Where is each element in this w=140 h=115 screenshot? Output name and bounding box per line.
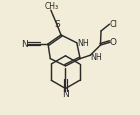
Text: Cl: Cl xyxy=(110,20,118,29)
Text: S: S xyxy=(55,20,60,29)
Text: CH₃: CH₃ xyxy=(44,1,58,10)
Text: O: O xyxy=(110,38,117,47)
Text: NH: NH xyxy=(77,38,89,47)
Text: N: N xyxy=(21,40,28,49)
Text: N: N xyxy=(62,89,69,98)
Text: NH: NH xyxy=(91,52,102,61)
